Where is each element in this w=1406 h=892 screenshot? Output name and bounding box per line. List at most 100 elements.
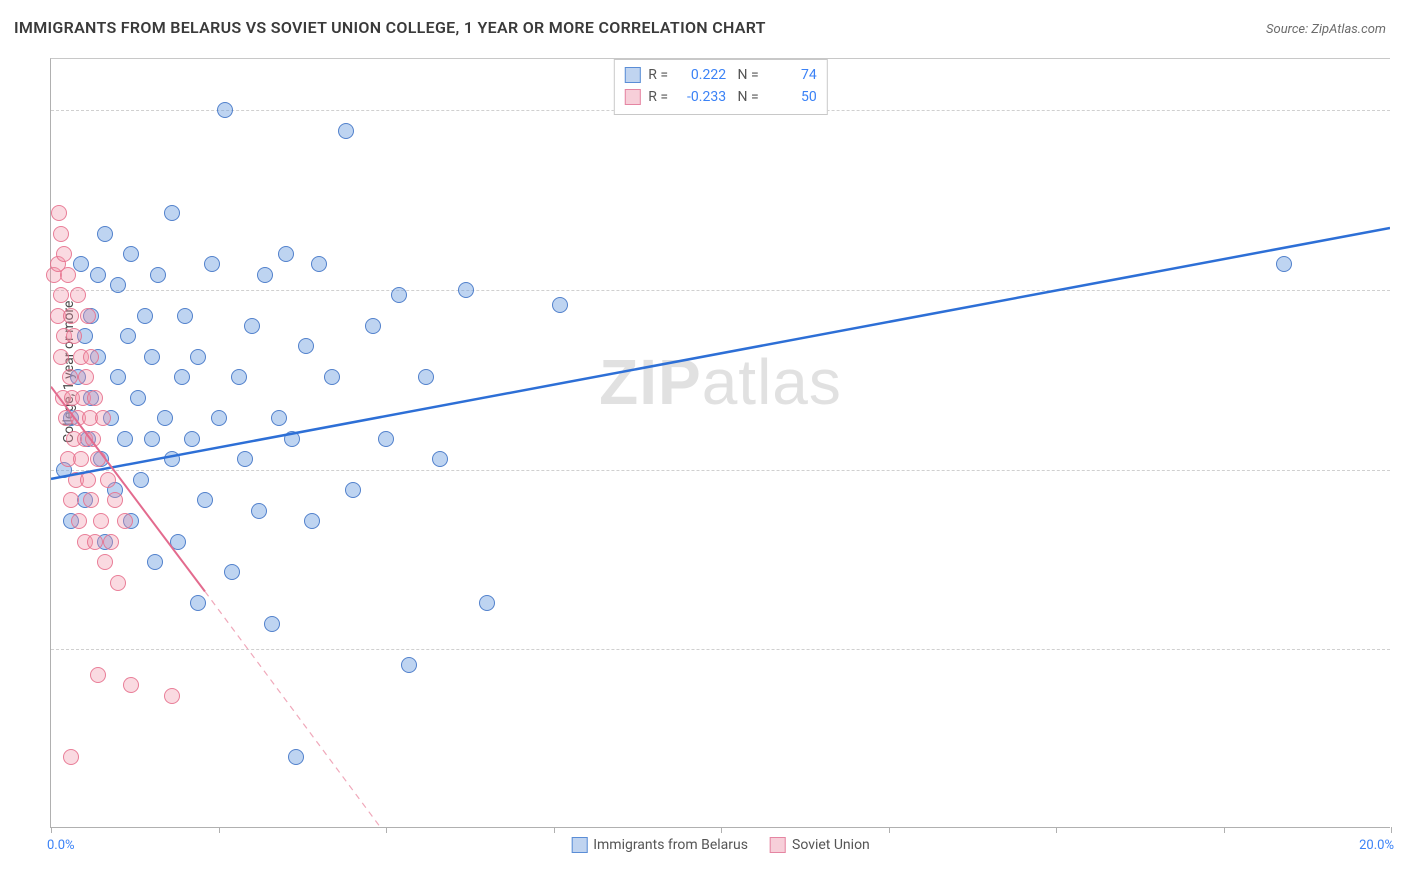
- swatch-icon: [624, 89, 640, 105]
- data-point: [60, 267, 76, 283]
- series-legend: Immigrants from Belarus Soviet Union: [571, 837, 870, 853]
- data-point: [432, 451, 448, 467]
- x-tick: [1056, 827, 1057, 833]
- x-tick: [1391, 827, 1392, 833]
- data-point: [107, 492, 123, 508]
- data-point: [184, 431, 200, 447]
- legend-label: Immigrants from Belarus: [593, 837, 748, 853]
- data-point: [401, 657, 417, 673]
- data-point: [164, 205, 180, 221]
- data-point: [288, 749, 304, 765]
- data-point: [56, 246, 72, 262]
- data-point: [53, 226, 69, 242]
- x-tick: [386, 827, 387, 833]
- data-point: [103, 534, 119, 550]
- data-point: [237, 451, 253, 467]
- data-point: [70, 287, 86, 303]
- data-point: [71, 513, 87, 529]
- data-point: [120, 328, 136, 344]
- data-point: [231, 369, 247, 385]
- swatch-icon: [571, 837, 587, 853]
- data-point: [204, 256, 220, 272]
- data-point: [298, 338, 314, 354]
- data-point: [83, 349, 99, 365]
- data-point: [137, 308, 153, 324]
- data-point: [144, 349, 160, 365]
- data-point: [284, 431, 300, 447]
- x-tick: [219, 827, 220, 833]
- data-point: [80, 308, 96, 324]
- data-point: [224, 564, 240, 580]
- data-point: [552, 297, 568, 313]
- data-point: [345, 482, 361, 498]
- data-point: [458, 282, 474, 298]
- data-point: [257, 267, 273, 283]
- data-point: [164, 451, 180, 467]
- data-point: [130, 390, 146, 406]
- data-point: [90, 451, 106, 467]
- source-attribution: Source: ZipAtlas.com: [1266, 22, 1386, 37]
- data-point: [73, 451, 89, 467]
- data-point: [211, 410, 227, 426]
- data-point: [278, 246, 294, 262]
- data-point: [53, 287, 69, 303]
- data-point: [391, 287, 407, 303]
- data-point: [85, 431, 101, 447]
- data-point: [90, 267, 106, 283]
- stat-label: R =: [648, 67, 668, 83]
- data-point: [251, 503, 267, 519]
- data-point: [177, 308, 193, 324]
- x-axis-max-label: 20.0%: [1359, 838, 1394, 853]
- data-point: [51, 205, 67, 221]
- stat-r-value: 0.222: [676, 67, 726, 83]
- data-point: [133, 472, 149, 488]
- data-point: [311, 256, 327, 272]
- watermark-bold: ZIP: [599, 346, 702, 418]
- x-axis-min-label: 0.0%: [47, 838, 75, 853]
- data-point: [304, 513, 320, 529]
- trend-line: [51, 228, 1390, 479]
- stat-n-value: 74: [767, 67, 817, 83]
- data-point: [1276, 256, 1292, 272]
- data-point: [378, 431, 394, 447]
- data-point: [110, 575, 126, 591]
- data-point: [174, 369, 190, 385]
- data-point: [190, 349, 206, 365]
- data-point: [97, 554, 113, 570]
- watermark: ZIPatlas: [599, 345, 842, 419]
- data-point: [418, 369, 434, 385]
- stat-label: N =: [734, 67, 759, 83]
- chart-title: IMMIGRANTS FROM BELARUS VS SOVIET UNION …: [14, 18, 766, 37]
- data-point: [170, 534, 186, 550]
- swatch-icon: [770, 837, 786, 853]
- data-point: [479, 595, 495, 611]
- stat-label: N =: [734, 89, 759, 105]
- data-point: [87, 534, 103, 550]
- gridline: [51, 649, 1390, 650]
- x-tick: [721, 827, 722, 833]
- x-tick: [51, 827, 52, 833]
- data-point: [244, 318, 260, 334]
- stats-row: R = 0.222 N = 74: [624, 64, 816, 86]
- data-point: [324, 369, 340, 385]
- gridline: [51, 470, 1390, 471]
- data-point: [66, 328, 82, 344]
- data-point: [63, 749, 79, 765]
- data-point: [93, 513, 109, 529]
- data-point: [164, 688, 180, 704]
- data-point: [95, 410, 111, 426]
- trend-line: [205, 591, 426, 827]
- data-point: [90, 667, 106, 683]
- watermark-light: atlas: [702, 346, 842, 418]
- data-point: [150, 267, 166, 283]
- data-point: [87, 390, 103, 406]
- data-point: [217, 102, 233, 118]
- data-point: [100, 472, 116, 488]
- x-tick: [1224, 827, 1225, 833]
- data-point: [53, 349, 69, 365]
- legend-item: Immigrants from Belarus: [571, 837, 748, 853]
- data-point: [97, 226, 113, 242]
- data-point: [117, 513, 133, 529]
- swatch-icon: [624, 67, 640, 83]
- data-point: [197, 492, 213, 508]
